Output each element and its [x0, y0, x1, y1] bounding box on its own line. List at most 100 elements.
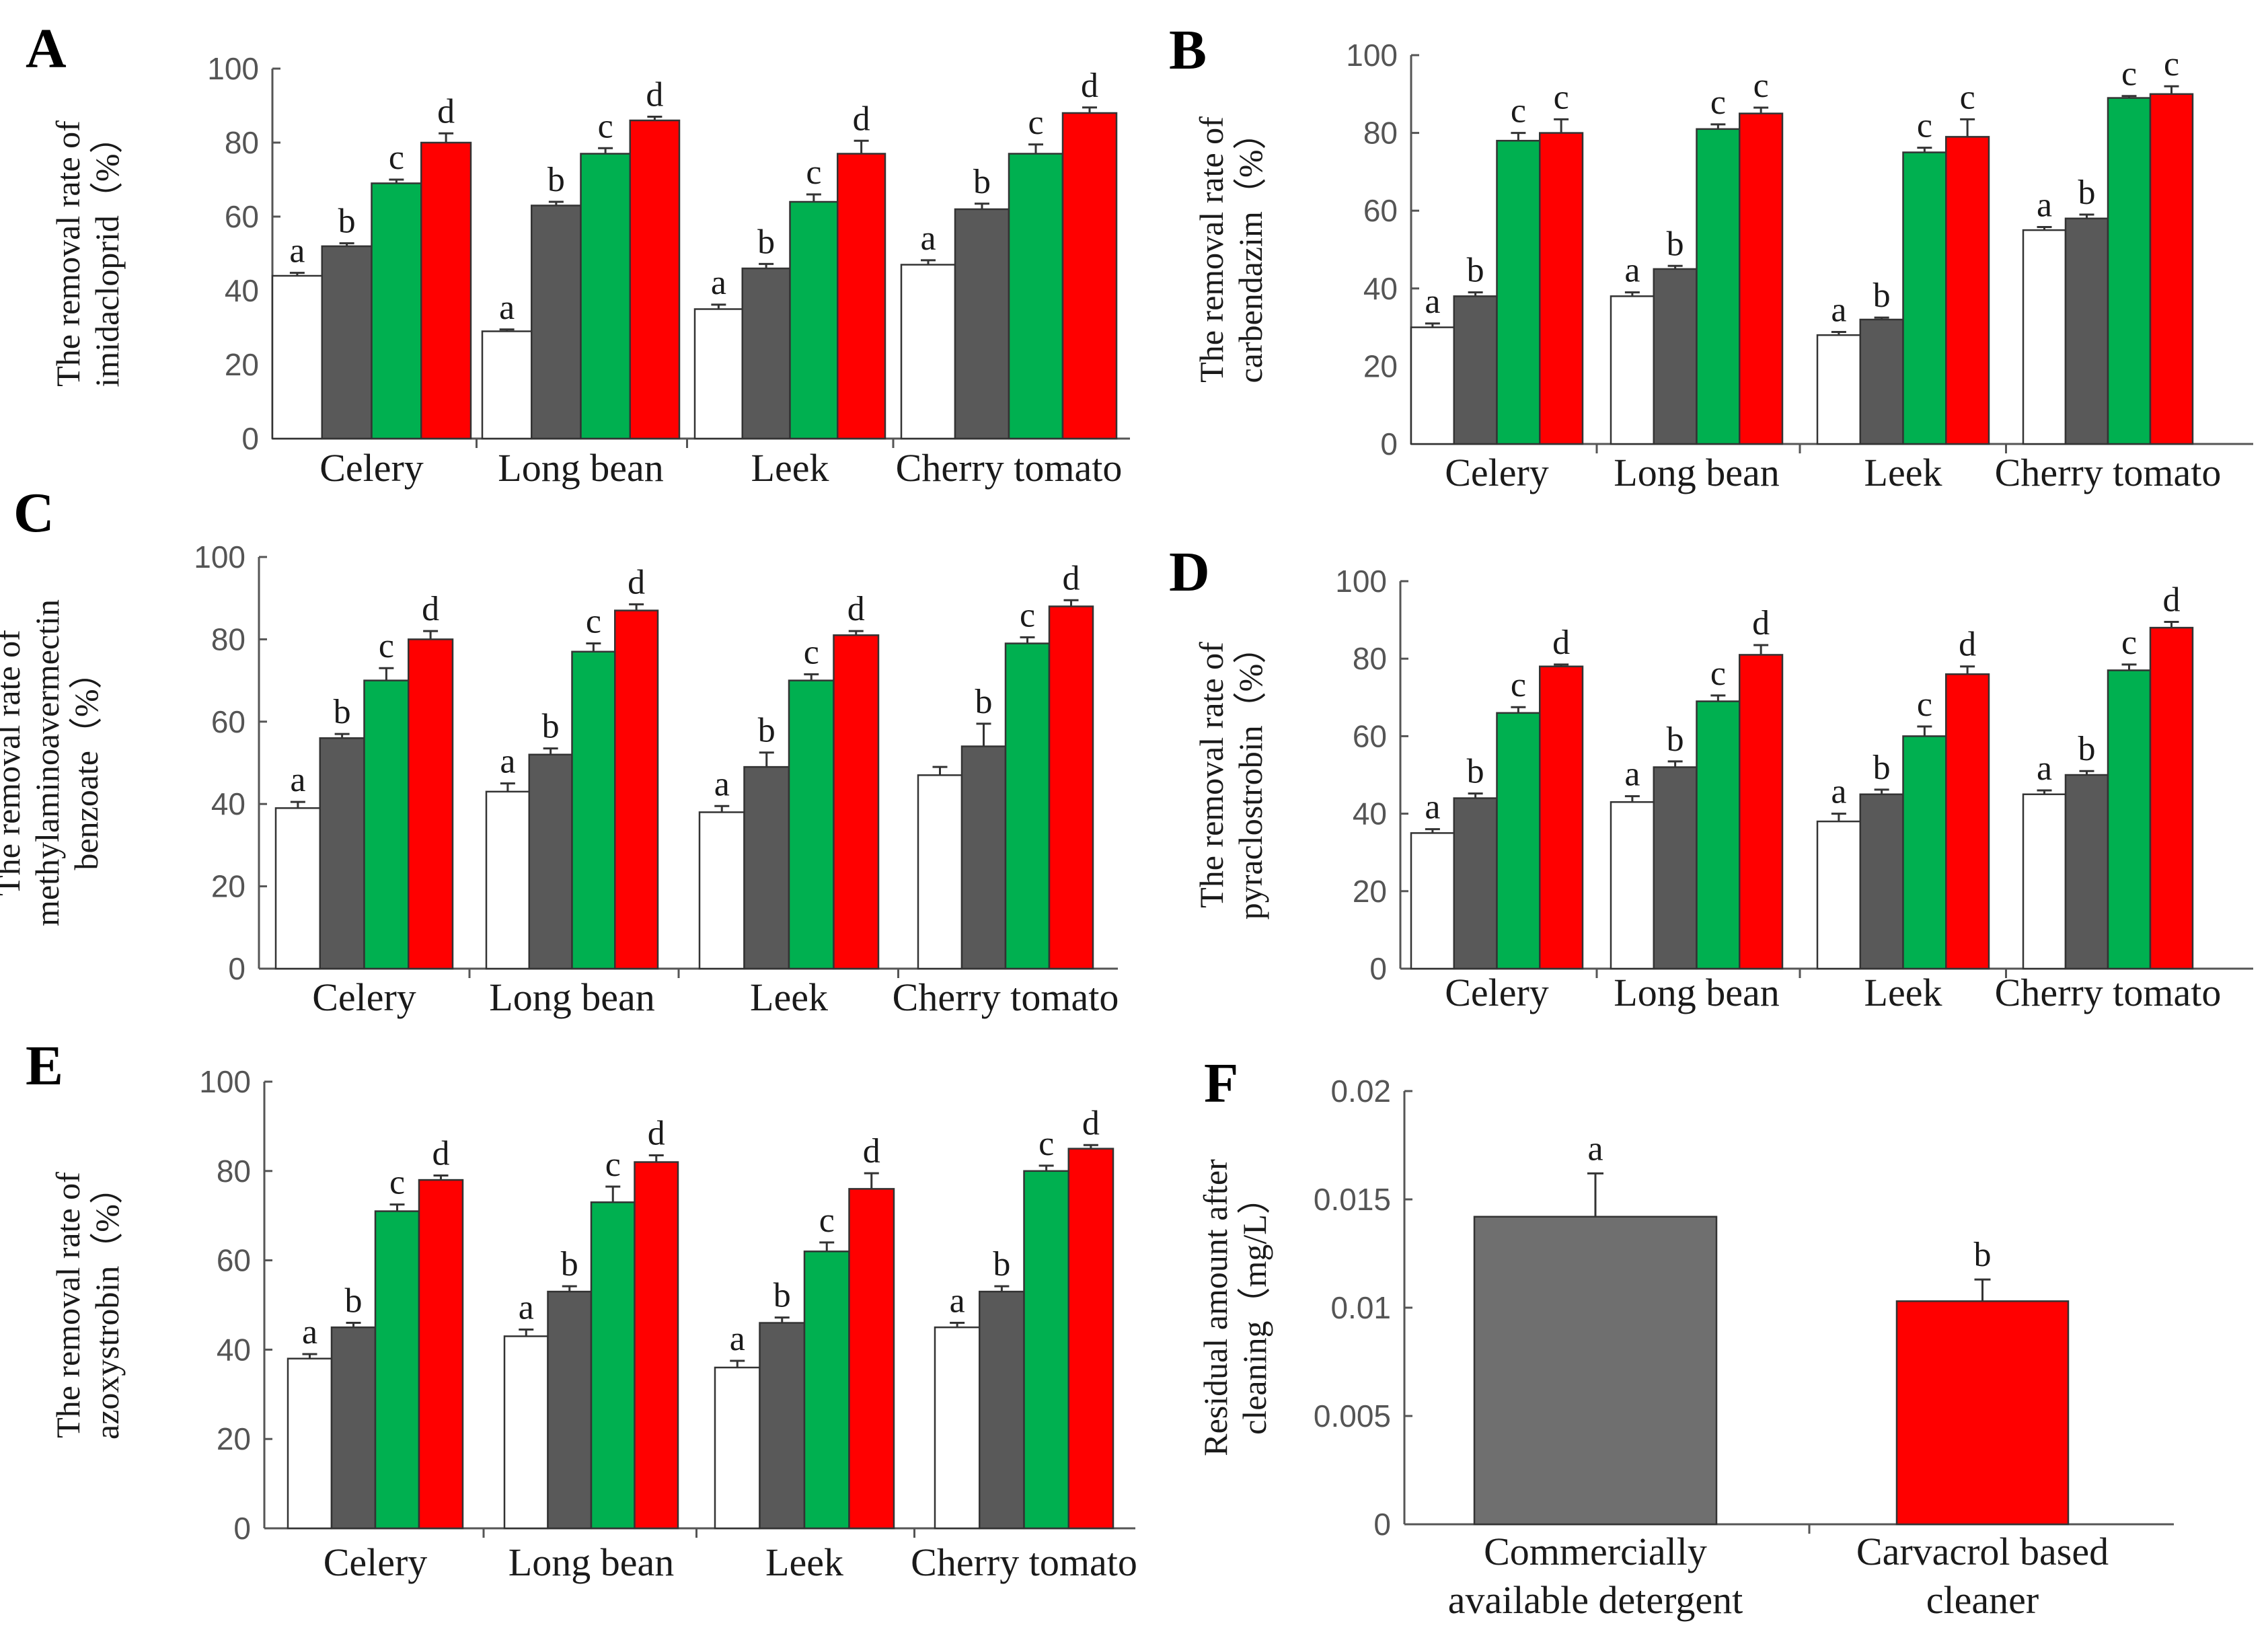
bar-celery-series-2: [330, 1326, 377, 1530]
y-tick-label: 80: [1363, 116, 1398, 151]
bar-long-bean-series-2: [531, 204, 582, 440]
bar-celery-series-4: [1539, 665, 1584, 970]
bar-cherry-tomato-series-4: [1061, 112, 1118, 440]
bar-long-bean-series-3: [590, 1201, 636, 1530]
x-category-label: Long bean: [1614, 451, 1779, 494]
y-tick-label: 80: [217, 1154, 251, 1189]
significance-label: d: [648, 1115, 665, 1153]
x-category-label: Leek: [765, 1540, 843, 1584]
bar-celery-series-1: [1410, 326, 1455, 445]
x-category-label: Cherry tomato: [893, 975, 1119, 1019]
x-category-label: Carvacrol based: [1856, 1530, 2109, 1573]
bar-leek-series-2: [1859, 318, 1904, 445]
y-tick-label: 40: [1363, 271, 1398, 306]
bar-cherry-tomato-series-4: [2149, 626, 2194, 970]
significance-label: a: [1587, 1129, 1603, 1168]
x-category-label: Leek: [1864, 971, 1942, 1014]
y-axis-title: The removal rate of azoxystrobin（%）: [49, 1170, 126, 1440]
x-category-label: Long bean: [498, 446, 663, 490]
significance-label: a: [950, 1282, 965, 1320]
bar-cherry-tomato-series-2: [979, 1290, 1025, 1530]
significance-label: d: [1752, 604, 1770, 642]
y-tick-label: 80: [1353, 641, 1387, 676]
bar-leek-series-3: [1902, 151, 1947, 445]
bar-long-bean-series-3: [571, 650, 616, 970]
bar-cherry-tomato-series-2: [960, 745, 1007, 970]
y-tick-label: 0.015: [1314, 1182, 1391, 1217]
bar-cherry-tomato-series-2: [2064, 774, 2109, 970]
significance-label: d: [432, 1134, 450, 1172]
y-tick-label: 60: [217, 1243, 251, 1278]
y-tick-label: 0: [1369, 951, 1387, 986]
bar-long-bean-series-1: [1610, 295, 1655, 445]
bar-long-bean-series-2: [1653, 766, 1698, 970]
significance-label: c: [1753, 67, 1769, 105]
bar-cherry-tomato-series-2: [954, 208, 1010, 440]
significance-label: c: [1917, 107, 1932, 145]
y-tick-label: 0.01: [1330, 1290, 1391, 1325]
y-tick-label: 100: [194, 539, 245, 574]
y-axis-title: The removal rate of imidacloprid（%）: [49, 120, 126, 387]
bar-leek-series-3: [788, 679, 835, 970]
y-axis-title-line: The removal rate of: [1193, 642, 1230, 908]
bar-carvacrol-cleaner: [1895, 1300, 2070, 1526]
y-tick-label: 100: [1346, 38, 1398, 73]
bar-long-bean-series-3: [1696, 128, 1741, 445]
significance-label: a: [1831, 291, 1846, 330]
bar-leek-series-1: [714, 1366, 761, 1530]
bar-cherry-tomato-series-1: [2022, 229, 2067, 445]
y-axis-title: The removal rate of methylaminoavermectin…: [0, 599, 105, 926]
significance-label: c: [819, 1201, 835, 1240]
significance-label: d: [1082, 1104, 1100, 1142]
x-category-label: Long bean: [508, 1540, 674, 1584]
panel-letter: D: [1169, 541, 1210, 603]
bar-celery-series-1: [271, 274, 323, 440]
significance-label: c: [1554, 78, 1569, 116]
y-tick-label: 20: [1353, 874, 1387, 909]
x-category-label: Celery: [1445, 451, 1549, 494]
significance-label: b: [1873, 749, 1891, 787]
bar-leek-series-1: [693, 308, 743, 440]
significance-label: d: [1959, 626, 1976, 664]
x-category-label: Leek: [1864, 451, 1942, 494]
x-category-label: Cherry tomato: [1995, 451, 2222, 494]
significance-label: d: [1552, 624, 1570, 662]
significance-label: a: [500, 743, 515, 781]
bar-cherry-tomato-series-3: [1023, 1170, 1069, 1530]
y-tick-label: 80: [211, 622, 245, 657]
y-tick-label: 20: [211, 869, 245, 904]
bar-celery-series-2: [1453, 295, 1498, 445]
significance-label: b: [2078, 174, 2096, 212]
significance-label: c: [1710, 83, 1726, 122]
y-axis-title-line: azoxystrobin（%）: [88, 1170, 126, 1440]
significance-label: a: [2037, 749, 2052, 788]
significance-label: c: [379, 627, 394, 665]
bar-celery-series-3: [363, 679, 410, 970]
bar-long-bean-series-2: [1653, 268, 1698, 445]
significance-label: b: [334, 693, 351, 731]
bar-cherry-tomato-series-2: [2064, 217, 2109, 445]
y-tick-label: 40: [217, 1332, 251, 1367]
bar-leek-series-3: [1902, 735, 1947, 970]
bar-celery-series-4: [1539, 132, 1584, 445]
bar-cherry-tomato-series-1: [934, 1326, 981, 1530]
y-tick-label: 0: [241, 421, 259, 456]
bar-long-bean-series-2: [547, 1290, 593, 1530]
significance-label: d: [1063, 559, 1080, 597]
bar-celery-series-2: [321, 245, 373, 440]
significance-label: a: [519, 1289, 534, 1327]
significance-label: c: [1038, 1125, 1054, 1163]
y-tick-label: 0: [1380, 426, 1398, 461]
significance-label: a: [1624, 755, 1640, 794]
significance-label: d: [437, 92, 455, 130]
significance-label: b: [993, 1245, 1010, 1283]
significance-label: c: [1917, 685, 1932, 724]
significance-label: c: [389, 139, 404, 177]
bar-long-bean-series-1: [503, 1335, 549, 1530]
y-axis-title-line: Residual amount after: [1197, 1159, 1234, 1456]
bar-long-bean-series-3: [1696, 700, 1741, 970]
